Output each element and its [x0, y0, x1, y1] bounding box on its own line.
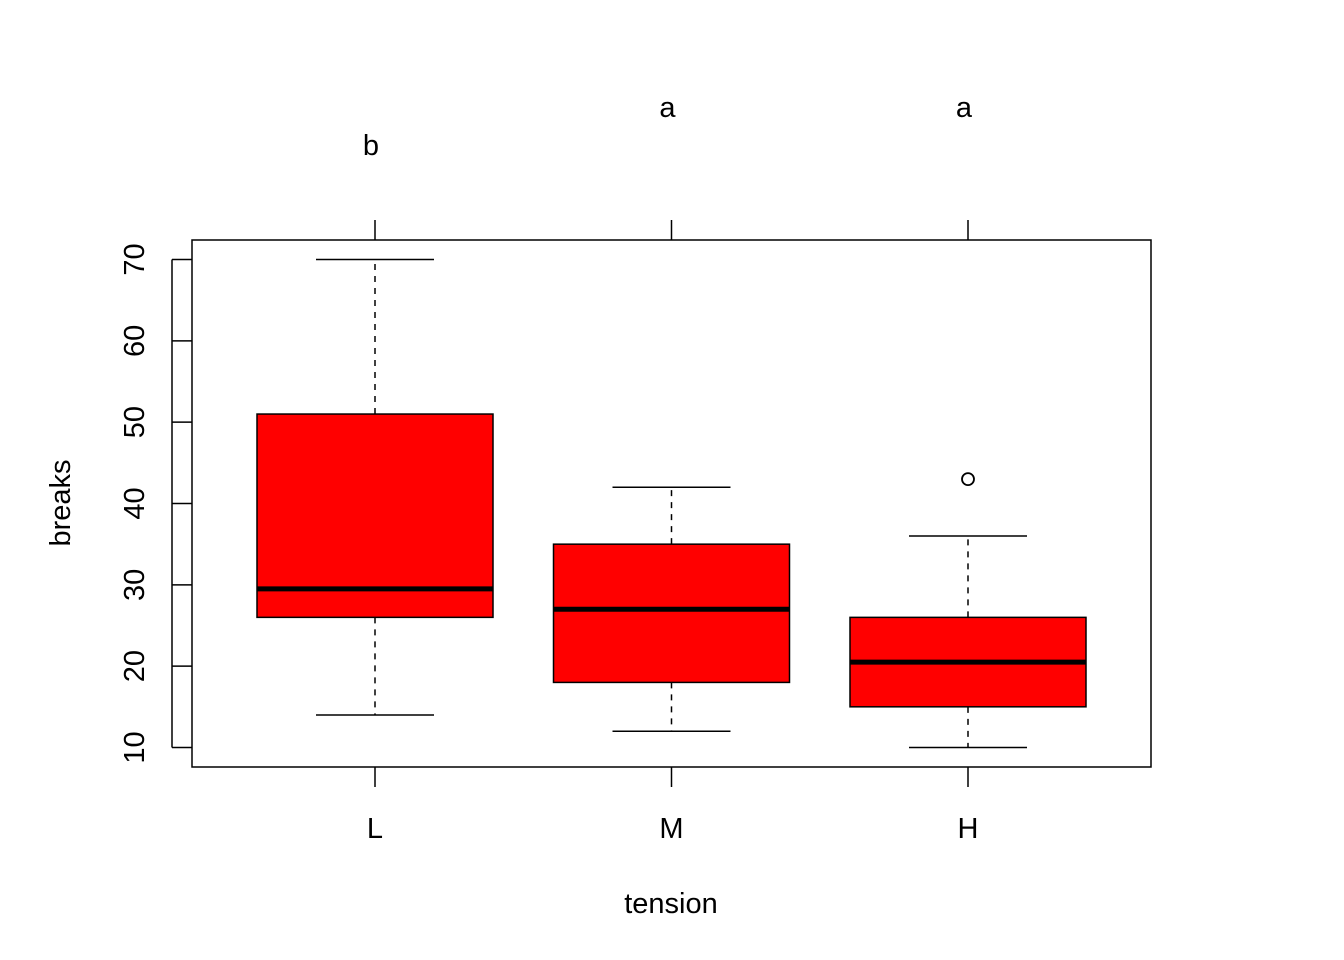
y-tick-label: 20 — [119, 650, 151, 682]
y-axis: 10 20 30 40 50 60 70 — [119, 243, 192, 764]
top-axis: b a a — [363, 92, 973, 240]
y-tick-label: 70 — [119, 243, 151, 275]
x-tick-label: L — [367, 813, 383, 845]
y-tick-label: 60 — [119, 325, 151, 357]
box-group-M — [552, 486, 791, 732]
outlier-point — [961, 472, 975, 487]
y-tick-label: 10 — [119, 731, 151, 763]
y-tick-label: 30 — [119, 569, 151, 601]
y-axis-title: breaks — [45, 459, 77, 546]
group-letter-label: b — [363, 130, 379, 162]
x-tick-label: H — [958, 813, 979, 845]
x-tick-label: M — [659, 813, 683, 845]
y-tick-label: 50 — [119, 406, 151, 438]
box-L — [256, 413, 494, 619]
boxes-layer — [256, 258, 1087, 749]
box-group-H — [849, 472, 1087, 749]
box-M — [552, 543, 791, 684]
box-group-L — [256, 258, 494, 716]
y-tick-label: 40 — [119, 487, 151, 519]
group-letter-label: a — [659, 92, 676, 124]
x-axis-title: tension — [624, 888, 718, 920]
group-letter-label: a — [956, 92, 973, 124]
